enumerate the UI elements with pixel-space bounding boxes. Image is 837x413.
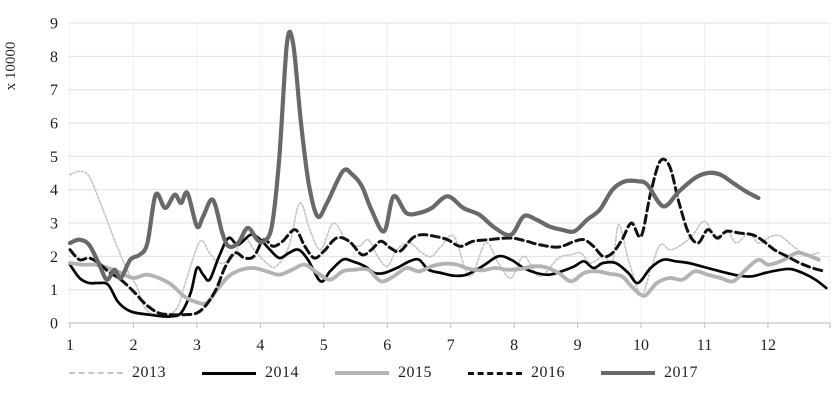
y-axis-tick-label: 8: [50, 49, 58, 66]
legend-line-sample-2015: [335, 371, 389, 375]
x-axis-tick-label: 3: [193, 337, 201, 354]
series-line-2017: [67, 29, 761, 282]
legend-item-2015: 2015: [335, 364, 432, 382]
x-axis-tick-label: 12: [760, 337, 776, 354]
legend-item-2014: 2014: [202, 364, 299, 382]
legend-label-2016: 2016: [531, 364, 565, 381]
y-axis-tick-label: 0: [50, 316, 58, 333]
legend-line-sample-2013: [69, 372, 123, 374]
x-axis-tick-label: 9: [574, 337, 582, 354]
legend-label-2014: 2014: [265, 364, 299, 381]
series-line-2014: [68, 233, 828, 318]
series-line-2015: [68, 250, 821, 306]
x-axis-tick-label: 8: [510, 337, 518, 354]
y-axis-tick-label: 9: [50, 16, 58, 33]
y-axis-tick-label: 4: [50, 182, 58, 199]
chart-legend: 2013 2014 2015 2016 2017: [0, 364, 837, 382]
y-axis-unit-label: x 10000: [3, 42, 19, 91]
legend-item-2016: 2016: [468, 364, 565, 382]
y-axis-tick-label: 5: [50, 149, 58, 166]
legend-line-sample-2016: [468, 371, 522, 375]
x-axis-tick-label: 4: [256, 337, 264, 354]
legend-item-2017: 2017: [601, 364, 698, 382]
x-axis-tick-label: 2: [129, 337, 137, 354]
y-axis-tick-label: 2: [50, 249, 58, 266]
legend-line-sample-2017: [601, 371, 655, 375]
legend-label-2013: 2013: [132, 364, 166, 381]
y-axis-tick-label: 6: [50, 116, 58, 133]
x-axis-tick-label: 5: [320, 337, 328, 354]
y-axis-tick-label: 7: [50, 82, 58, 99]
legend-item-2013: 2013: [69, 364, 166, 382]
x-axis-tick-label: 11: [697, 337, 712, 354]
legend-label-2015: 2015: [398, 364, 432, 381]
x-axis-tick-label: 7: [447, 337, 455, 354]
legend-line-sample-2014: [202, 371, 256, 375]
x-axis-tick-label: 6: [383, 337, 391, 354]
y-axis-tick-label: 1: [50, 282, 58, 299]
legend-label-2017: 2017: [664, 364, 698, 381]
series-line-2016: [68, 157, 827, 317]
x-axis-tick-label: 1: [66, 337, 74, 354]
x-axis-tick-label: 10: [633, 337, 649, 354]
y-axis-tick-label: 3: [50, 216, 58, 233]
